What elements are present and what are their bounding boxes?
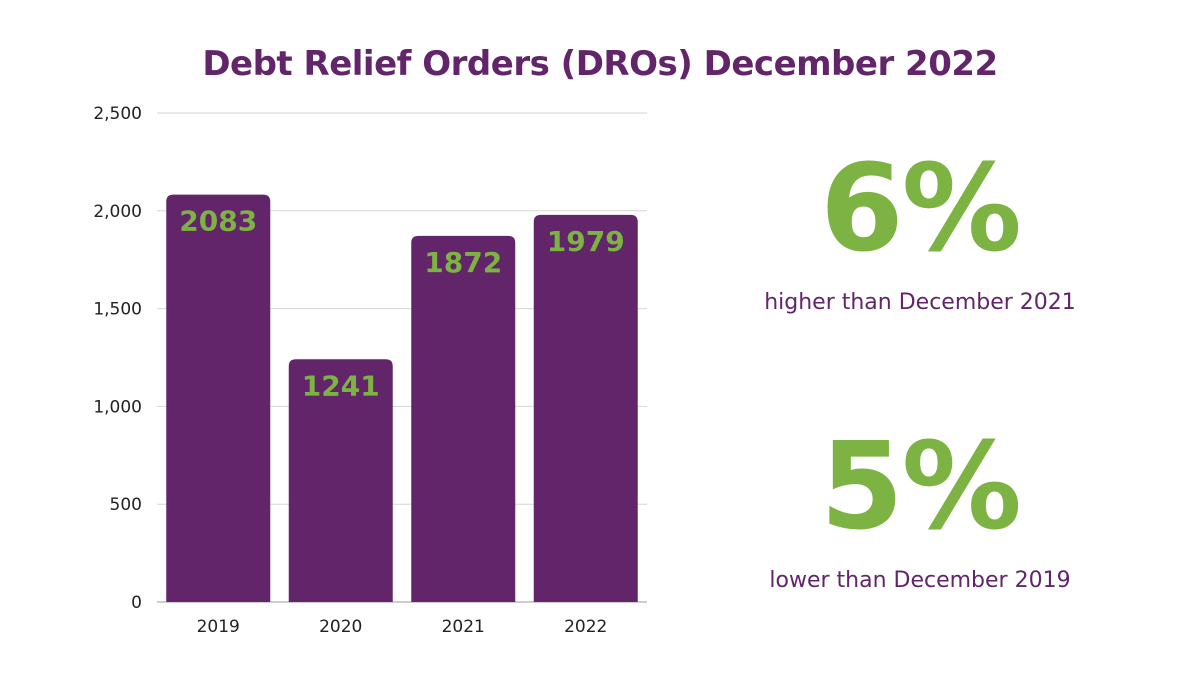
stat-lower-value: 5%	[820, 418, 1022, 557]
x-tick-label: 2020	[319, 617, 362, 637]
chart-title: Debt Relief Orders (DROs) December 2022	[202, 44, 998, 84]
y-tick-label: 2,500	[93, 104, 142, 124]
y-tick-label: 1,000	[93, 397, 142, 417]
y-tick-label: 500	[110, 495, 142, 515]
bar-value-label: 1241	[302, 369, 380, 402]
y-tick-label: 0	[131, 593, 142, 613]
bar-chart: 0 500 1,000 1,500 2,000 2,500 2083 2019 1241 2020…	[93, 104, 647, 637]
stat-higher: 6% higher than December 2021	[720, 140, 1120, 316]
y-tick-label: 2,000	[93, 202, 142, 222]
stat-higher-value: 6%	[820, 140, 1022, 279]
stat-lower-description: lower than December 2019	[769, 568, 1071, 593]
bar-value-label: 1872	[424, 246, 502, 279]
bar	[533, 214, 638, 602]
x-tick-label: 2019	[197, 617, 240, 637]
x-tick-label: 2022	[564, 617, 607, 637]
bar	[166, 194, 271, 603]
bar-value-label: 1979	[547, 225, 625, 258]
stat-lower: 5% lower than December 2019	[720, 418, 1120, 594]
y-tick-label: 1,500	[93, 300, 142, 320]
bar-value-label: 2083	[179, 205, 257, 238]
bar	[288, 359, 393, 602]
x-tick-label: 2021	[442, 617, 485, 637]
bar	[411, 235, 516, 603]
stat-higher-description: higher than December 2021	[764, 290, 1076, 315]
